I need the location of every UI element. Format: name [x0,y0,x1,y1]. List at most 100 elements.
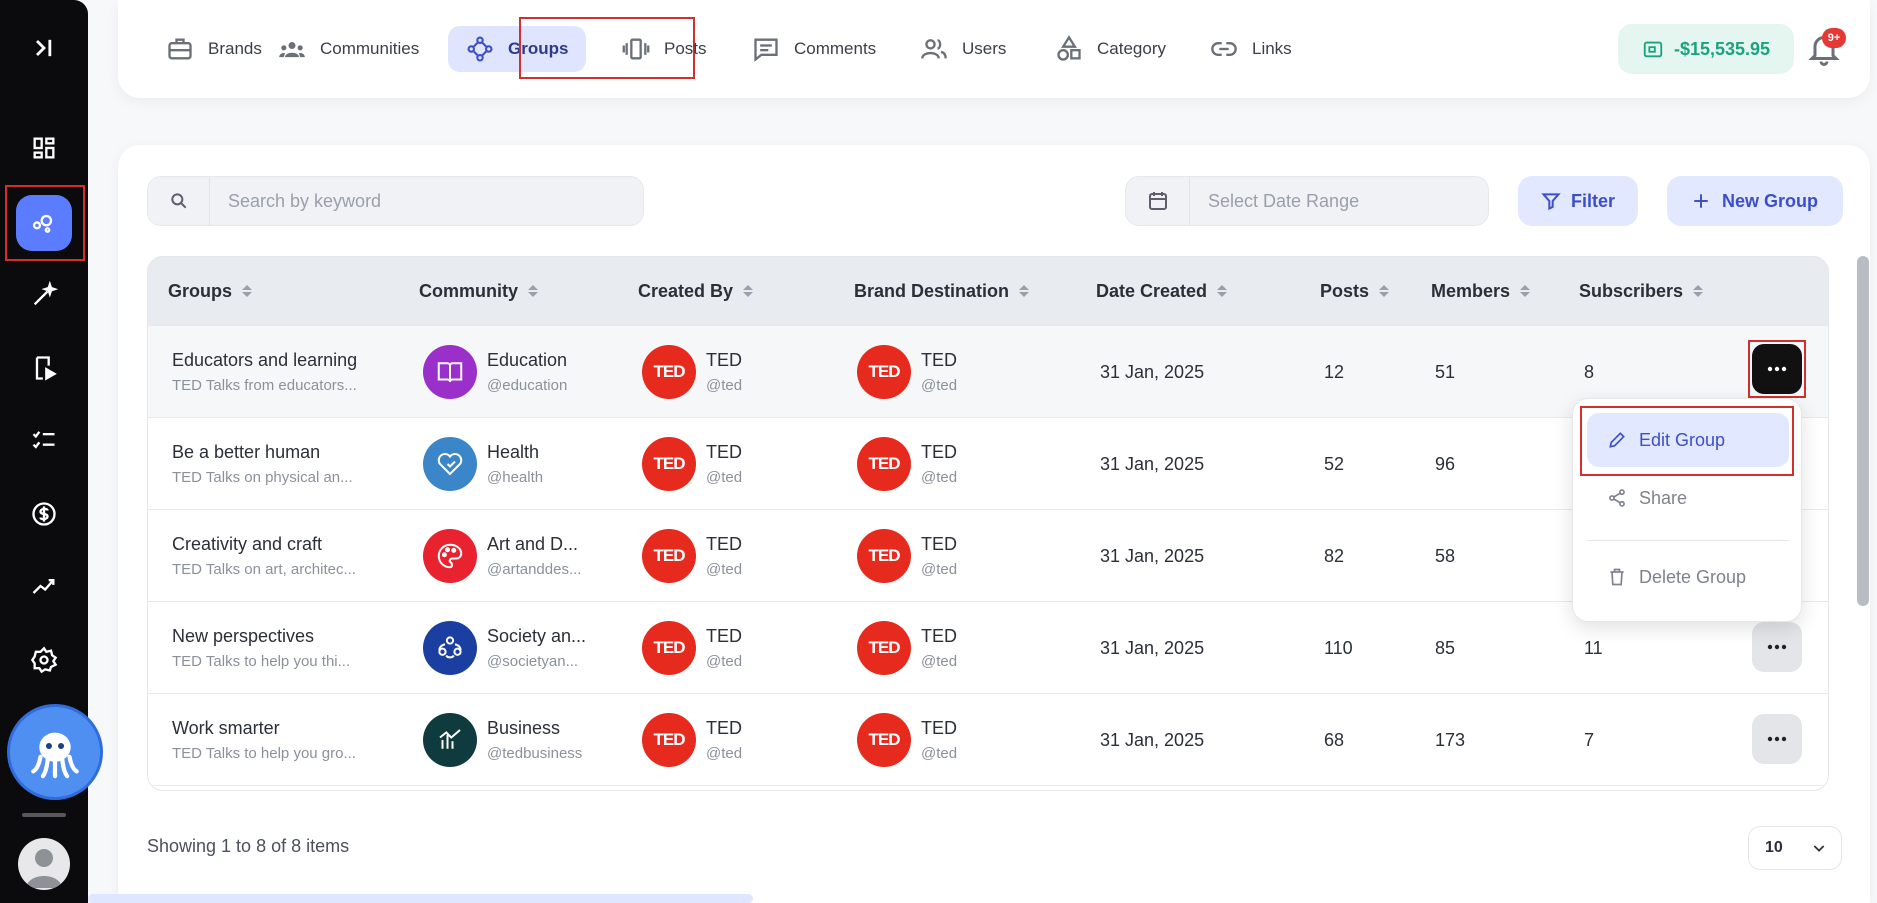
community-handle: @societyan... [487,653,579,670]
heart-icon [423,437,477,491]
date-range-picker[interactable]: Select Date Range [1125,176,1489,226]
sort-icon[interactable] [1520,285,1531,297]
date-created: 31 Jan, 2025 [1100,729,1205,750]
tab-label: Category [1097,39,1166,58]
column-header-subscribers[interactable]: Subscribers [1579,257,1704,325]
user-avatar-icon[interactable] [18,838,70,890]
share-menu-item[interactable]: Share [1587,471,1789,525]
vertical-scrollbar[interactable] [1857,256,1869,606]
creator-name[interactable]: TED [706,442,742,462]
community-name[interactable]: Art and D... [487,534,579,554]
magic-wand-icon[interactable] [14,265,74,325]
video-file-icon[interactable] [14,338,74,398]
brand-name[interactable]: TED [921,718,957,738]
group-title[interactable]: Be a better human [172,442,321,462]
search-input[interactable] [210,190,630,212]
edit-group-menu-item[interactable]: Edit Group [1587,413,1789,467]
brand-name[interactable]: TED [921,350,957,370]
table-row[interactable]: Work smarter TED Talks to help you gro..… [148,693,1828,785]
tab-brands[interactable]: Brands [148,26,280,72]
delete-group-menu-item[interactable]: Delete Group [1587,550,1789,604]
business-chart-icon [423,713,477,767]
sort-icon[interactable] [1019,285,1030,297]
groups-icon[interactable] [16,195,72,251]
community-name[interactable]: Health [487,442,540,462]
group-title[interactable]: New perspectives [172,626,315,646]
creator-handle: @ted [706,469,743,486]
search-box[interactable] [147,176,644,226]
dashboard-icon[interactable] [14,118,74,178]
brand-name[interactable]: TED [921,626,957,646]
community-name[interactable]: Business [487,718,561,738]
octopus-icon[interactable] [10,707,100,797]
tab-category[interactable]: Category [1037,26,1184,72]
creator-name[interactable]: TED [706,350,742,370]
table-row[interactable]: New perspectives TED Talks to help you t… [148,601,1828,693]
column-label: Groups [168,280,233,301]
group-description: TED Talks from educators... [172,377,357,394]
creator-name[interactable]: TED [706,718,742,738]
tab-users[interactable]: Users [902,26,1024,72]
ellipsis-icon [1767,644,1787,650]
column-header-posts[interactable]: Posts [1320,257,1390,325]
category-icon [1057,35,1081,61]
palette-icon [423,529,477,583]
community-name[interactable]: Society an... [487,626,587,646]
date-created: 31 Jan, 2025 [1100,453,1205,474]
sort-icon[interactable] [1217,285,1228,297]
ellipsis-icon [1767,366,1787,372]
filter-button[interactable]: Filter [1518,176,1638,226]
group-title[interactable]: Educators and learning [172,350,358,370]
notification-badge: 9+ [1822,28,1846,48]
new-group-button[interactable]: New Group [1667,176,1843,226]
column-label: Members [1431,280,1511,301]
group-title[interactable]: Creativity and craft [172,534,323,554]
table-row[interactable]: Creativity and craft TED Talks on art, a… [148,509,1828,601]
brand-handle: @ted [921,745,958,762]
table-row[interactable]: Be a better human TED Talks on physical … [148,417,1828,509]
column-header-groups[interactable]: Groups [168,257,253,325]
dollar-icon[interactable] [14,484,74,544]
analytics-icon[interactable] [14,556,74,616]
sort-icon[interactable] [1379,285,1390,297]
column-header-community[interactable]: Community [419,257,538,325]
column-header-members[interactable]: Members [1431,257,1531,325]
sort-icon[interactable] [242,285,253,297]
tab-comments[interactable]: Comments [734,26,894,72]
horizontal-scrollbar[interactable] [88,894,753,903]
creator-handle: @ted [706,653,743,670]
community-handle: @education [487,377,568,394]
brand-name[interactable]: TED [921,442,957,462]
more-actions-button[interactable] [1752,344,1802,394]
subscribers-count: 7 [1584,729,1595,750]
wallet-balance[interactable]: -$15,535.95 [1618,24,1794,74]
link-icon [1211,42,1237,56]
ted-logo: TED [642,345,696,399]
checklist-icon[interactable] [14,410,74,470]
brand-handle: @ted [921,377,958,394]
column-header-date-created[interactable]: Date Created [1096,257,1228,325]
members-count: 85 [1435,637,1456,658]
creator-name[interactable]: TED [706,534,742,554]
brand-name[interactable]: TED [921,534,957,554]
tab-groups[interactable]: Groups [448,26,587,72]
sort-icon[interactable] [743,285,754,297]
tab-communities[interactable]: Communities [260,26,437,72]
sort-icon[interactable] [1693,285,1704,297]
more-actions-button[interactable] [1752,714,1802,764]
search-icon [148,177,210,225]
page-size-select[interactable]: 10 [1748,826,1842,870]
group-title[interactable]: Work smarter [172,718,280,738]
sort-icon[interactable] [528,285,538,297]
tab-links[interactable]: Links [1192,26,1310,72]
table-row[interactable]: Educators and learning TED Talks from ed… [148,325,1828,417]
column-label: Brand Destination [854,280,1010,301]
more-actions-button[interactable] [1752,622,1802,672]
settings-icon[interactable] [14,630,74,690]
column-header-brand-destination[interactable]: Brand Destination [854,257,1030,325]
creator-name[interactable]: TED [706,626,742,646]
column-header-created-by[interactable]: Created By [638,257,754,325]
community-name[interactable]: Education [487,350,568,370]
collapse-icon[interactable] [14,18,74,78]
tab-posts[interactable]: Posts [604,26,725,72]
